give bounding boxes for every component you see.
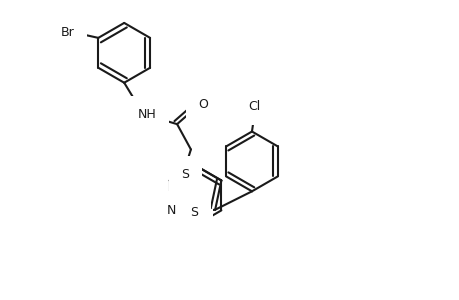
Text: N: N [167, 204, 176, 217]
Text: N: N [190, 221, 200, 234]
Text: Br: Br [60, 26, 74, 39]
Text: Cl: Cl [247, 100, 260, 113]
Text: O: O [198, 98, 208, 111]
Text: NH: NH [138, 108, 156, 122]
Text: S: S [181, 168, 189, 181]
Text: S: S [190, 206, 198, 219]
